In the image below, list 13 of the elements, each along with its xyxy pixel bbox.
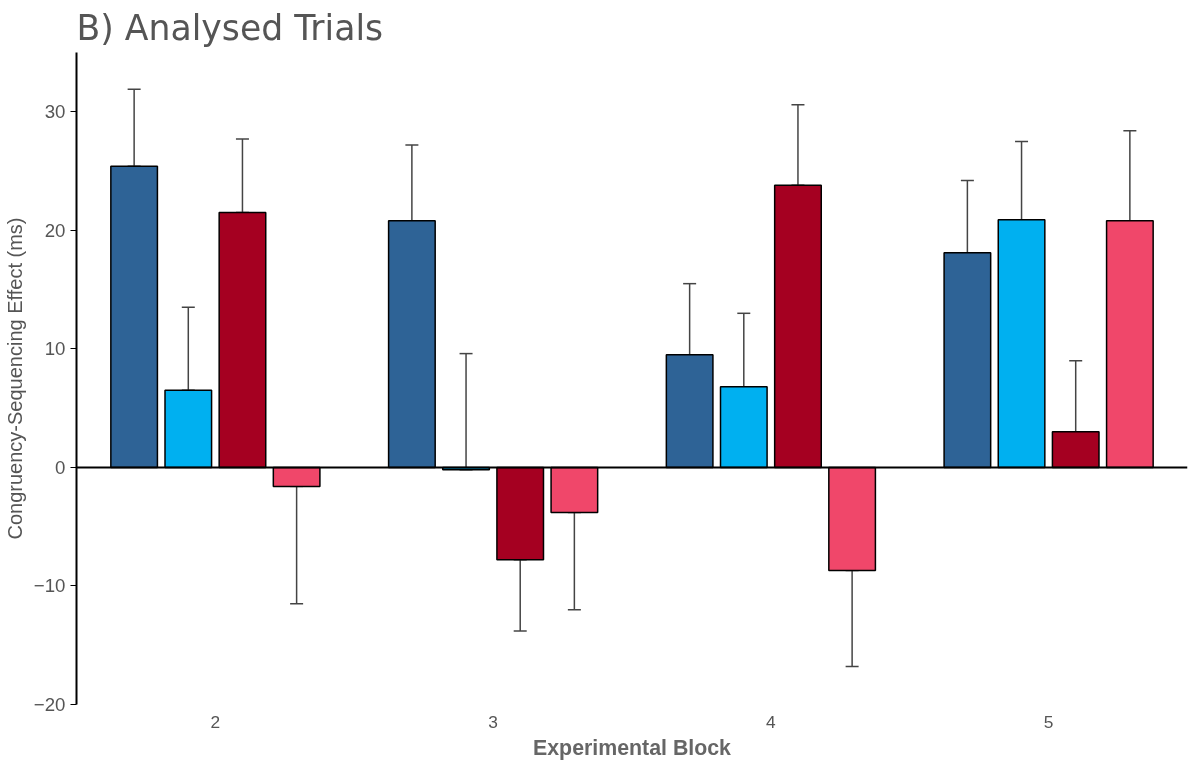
x-tick-label: 2 bbox=[210, 711, 221, 732]
x-tick-label: 3 bbox=[488, 711, 498, 732]
chart-title: B) Analysed Trials bbox=[76, 7, 384, 48]
x-tick-label: 4 bbox=[766, 711, 777, 732]
x-tick-label: 5 bbox=[1043, 711, 1054, 732]
y-tick-label: 20 bbox=[44, 219, 66, 241]
y-axis-title: Congruency-Sequencing Effect (ms) bbox=[3, 217, 26, 540]
y-tick-label: 10 bbox=[44, 338, 66, 360]
x-axis-title: Experimental Block bbox=[533, 735, 732, 760]
y-tick-label: 30 bbox=[44, 101, 66, 123]
y-tick-label: −10 bbox=[33, 575, 66, 597]
y-tick-label: −20 bbox=[33, 694, 66, 715]
y-tick-label: 0 bbox=[55, 456, 66, 478]
